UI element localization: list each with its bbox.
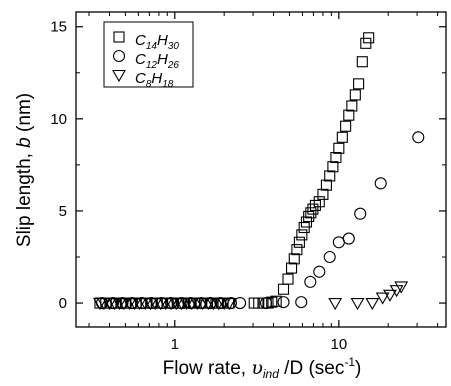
data-point-square-55: [346, 100, 358, 112]
data-point-circle-17: [277, 296, 290, 309]
data-point-square-58: [356, 56, 368, 68]
x-tick-label-2: 10: [330, 336, 347, 353]
legend-label-1: C14H30: [135, 32, 179, 52]
data-point-triangle-down-30: [375, 292, 390, 305]
legend-label-2: C12H26: [135, 51, 179, 71]
data-point-circle-25: [374, 177, 387, 190]
data-point-circle-19: [304, 275, 317, 288]
x-axis-label: Flow rate, υind /D (sec-1): [163, 355, 362, 381]
plot-frame: [75, 11, 447, 328]
data-point-triangle-down-28: [350, 298, 365, 311]
data-point-circle-23: [342, 232, 355, 245]
data-point-circle-16: [259, 297, 273, 310]
data-point-triangle-down-33: [394, 281, 409, 294]
data-point-circle-24: [354, 207, 367, 220]
data-point-circle-26: [412, 131, 425, 144]
data-point-triangle-down-26: [222, 298, 237, 311]
data-point-square-51: [333, 142, 345, 154]
data-point-triangle-down-32: [389, 285, 404, 298]
y-tick-label-1: 0: [59, 295, 67, 312]
data-point-square-56: [349, 89, 361, 101]
data-point-square-43: [307, 203, 319, 215]
data-point-square-46: [317, 188, 329, 200]
y-tick-label-4: 15: [50, 19, 67, 36]
data-point-circle-22: [332, 236, 345, 249]
data-point-square-33: [282, 273, 294, 285]
data-point-square-44: [309, 199, 321, 211]
data-point-square-60: [363, 32, 375, 44]
data-point-triangle-down-29: [365, 298, 380, 311]
legend-marker-circle: [112, 49, 126, 63]
data-point-square-30: [266, 296, 278, 308]
data-point-square-37: [293, 236, 305, 248]
data-point-triangle-down-27: [328, 298, 343, 311]
legend-marker-triangle-down: [112, 69, 126, 83]
x-tick-label-1: 1: [171, 336, 179, 353]
legend: C14H30 C12H26 C8H18: [103, 21, 194, 90]
data-point-square-35: [288, 253, 300, 265]
data-point-square-45: [313, 196, 325, 208]
data-point-square-49: [327, 161, 339, 173]
data-point-square-38: [296, 229, 308, 241]
legend-marker-square: [113, 31, 125, 43]
data-point-square-36: [291, 244, 303, 256]
data-point-square-34: [286, 262, 298, 274]
data-point-square-54: [343, 109, 355, 121]
legend-label-3: C8H18: [135, 70, 174, 90]
data-point-square-32: [277, 283, 290, 295]
y-tick-label-2: 5: [59, 203, 67, 220]
data-point-square-57: [353, 78, 365, 90]
data-point-square-52: [336, 131, 348, 143]
data-point-circle-18: [295, 296, 308, 309]
data-point-triangle-down-31: [383, 289, 397, 302]
y-tick-label-3: 10: [50, 111, 67, 128]
data-point-square-50: [330, 151, 342, 164]
data-point-square-41: [303, 210, 315, 223]
data-point-square-48: [324, 170, 336, 182]
data-point-square-47: [320, 179, 332, 191]
legend-box: [103, 21, 194, 88]
data-point-circle-20: [313, 265, 326, 278]
y-axis-label: Slip length, b (nm): [14, 93, 35, 247]
data-point-circle-21: [323, 250, 336, 264]
data-point-square-53: [340, 120, 352, 132]
data-point-circle-15: [234, 297, 247, 310]
